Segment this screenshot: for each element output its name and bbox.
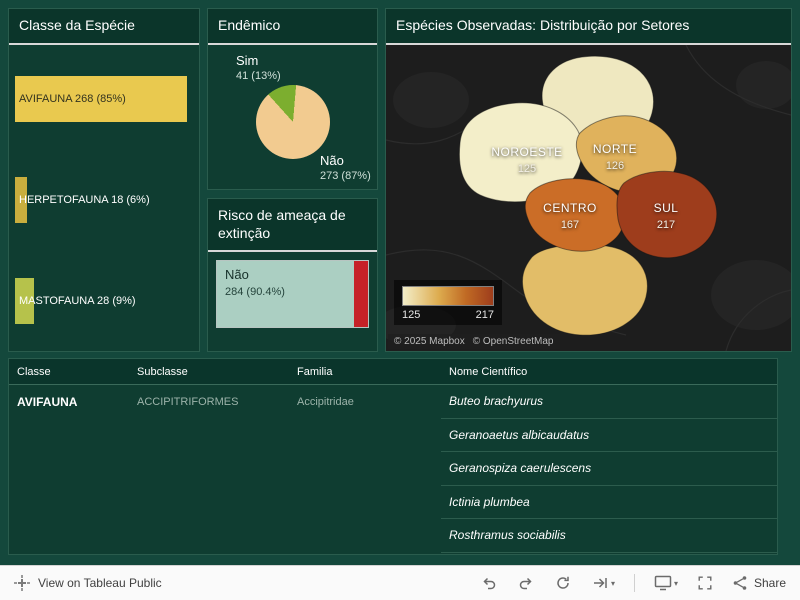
table-row[interactable]: Ictinia plumbea: [441, 486, 777, 519]
legend-gradient-bar: [402, 285, 494, 306]
tableau-logo-icon: [14, 575, 30, 591]
table-cell-familia[interactable]: Accipitridae: [297, 396, 354, 408]
mapbox-attribution-link[interactable]: © 2025 Mapbox: [394, 335, 465, 347]
redo-icon: [519, 577, 532, 590]
table-header-subclasse[interactable]: Subclasse: [137, 365, 188, 378]
table-row[interactable]: Buteo brachyurus: [441, 385, 777, 419]
map-canvas[interactable]: NOROESTE 125 NORTE 126 CENTRO 167 SUL 21…: [386, 44, 791, 351]
bar-row-herpetofauna: HERPETOFAUNA 18 (6%): [15, 150, 193, 251]
endemico-panel: Endêmico Sim 41 (13%) Não 273 (87%): [207, 8, 378, 190]
bar-row-mastofauna: MASTOFAUNA 28 (9%): [15, 251, 193, 352]
reset-button[interactable]: [554, 574, 572, 592]
undo-icon: [483, 577, 496, 590]
species-table: Classe Subclasse Familia Nome Científico…: [8, 358, 778, 555]
risk-nao-value: 284 (90.4%): [225, 286, 285, 298]
pie-label-sim: Sim 41 (13%): [236, 52, 281, 82]
legend-min: 125: [402, 308, 421, 321]
classe-panel: Classe da Espécie AVIFAUNA 268 (85%) HER…: [8, 8, 200, 352]
view-on-tableau-link[interactable]: View on Tableau Public: [14, 575, 162, 591]
table-header-row: Classe Subclasse Familia Nome Científico: [9, 359, 777, 385]
map-region-sul[interactable]: [616, 170, 718, 258]
risk-nao-label: Não: [225, 267, 249, 282]
map-terrain-patch: [393, 71, 469, 128]
map-region-centro[interactable]: [524, 177, 626, 252]
risk-stacked-bar: Não 284 (90.4%): [216, 260, 369, 328]
pie-label-nao: Não 273 (87%): [320, 152, 371, 182]
risk-segment-other[interactable]: [353, 261, 368, 327]
redo-button[interactable]: [517, 574, 535, 592]
bar-row-avifauna: AVIFAUNA 268 (85%): [15, 49, 193, 150]
share-button[interactable]: Share: [732, 575, 786, 591]
bar-mastofauna[interactable]: [15, 278, 34, 324]
forward-button[interactable]: ▾: [591, 574, 615, 592]
replay-icon: [557, 576, 569, 589]
map-panel-title: Espécies Observadas: Distribuição por Se…: [386, 9, 791, 45]
fullscreen-button[interactable]: [697, 575, 713, 591]
monitor-icon: [654, 575, 672, 591]
share-label: Share: [753, 576, 786, 590]
fullscreen-icon: [698, 576, 712, 590]
toolbar-actions: ▾ ▾ Share: [480, 574, 786, 592]
endemico-pie-chart: Sim 41 (13%) Não 273 (87%): [208, 45, 377, 188]
share-icon: [733, 576, 747, 590]
dashboard: Classe da Espécie AVIFAUNA 268 (85%) HER…: [8, 8, 792, 555]
caret-down-icon: ▾: [673, 578, 678, 588]
risco-panel: Risco de ameaça de extinção Não 284 (90.…: [207, 198, 378, 352]
table-row[interactable]: Geranoaetus albicaudatus: [441, 419, 777, 452]
map-panel: Espécies Observadas: Distribuição por Se…: [385, 8, 792, 352]
map-color-legend: 125 217: [394, 279, 502, 325]
map-region-south-area[interactable]: [521, 243, 648, 336]
endemico-pie[interactable]: [256, 84, 330, 159]
caret-down-icon: ▾: [610, 578, 615, 588]
view-on-tableau-label: View on Tableau Public: [38, 576, 162, 590]
table-header-nome-cientifico[interactable]: Nome Científico: [449, 365, 528, 378]
risco-panel-title: Risco de ameaça de extinção: [208, 199, 377, 252]
classe-bar-chart: AVIFAUNA 268 (85%) HERPETOFAUNA 18 (6%) …: [9, 45, 199, 350]
map-road: [725, 288, 791, 351]
skip-forward-icon: [593, 578, 607, 588]
map-terrain-patch: [736, 60, 791, 109]
table-body: AVIFAUNA ACCIPITRIFORMES Accipitridae Bu…: [9, 385, 777, 554]
table-cell-subclasse[interactable]: ACCIPITRIFORMES: [137, 396, 239, 408]
device-layout-button[interactable]: ▾: [654, 575, 678, 591]
table-header-familia[interactable]: Familia: [297, 365, 333, 378]
undo-button[interactable]: [480, 574, 498, 592]
osm-attribution-link[interactable]: © OpenStreetMap: [472, 335, 554, 347]
risco-bar-chart: Não 284 (90.4%): [208, 252, 377, 336]
species-column: Buteo brachyurus Geranoaetus albicaudatu…: [441, 385, 777, 554]
bar-label-herpetofauna: HERPETOFAUNA 18 (6%): [19, 194, 150, 206]
legend-max: 217: [475, 308, 494, 321]
map-road: [685, 44, 791, 116]
toolbar-divider: [633, 574, 635, 592]
bar-avifauna[interactable]: [15, 76, 187, 122]
table-row[interactable]: Geranospiza caerulescens: [441, 452, 777, 486]
table-row[interactable]: Rosthramus sociabilis: [441, 519, 777, 553]
bar-herpetofauna[interactable]: [15, 177, 27, 223]
table-header-classe[interactable]: Classe: [17, 365, 51, 378]
endemico-panel-title: Endêmico: [208, 9, 377, 45]
tableau-toolbar: View on Tableau Public ▾: [0, 565, 800, 600]
bar-label-mastofauna: MASTOFAUNA 28 (9%): [19, 295, 136, 307]
risk-segment-nao[interactable]: Não 284 (90.4%): [217, 261, 354, 327]
map-terrain-patch: [711, 259, 791, 330]
bar-label-avifauna: AVIFAUNA 268 (85%): [19, 93, 126, 105]
table-cell-classe[interactable]: AVIFAUNA: [17, 395, 78, 409]
classe-panel-title: Classe da Espécie: [9, 9, 199, 45]
map-attribution: © 2025 Mapbox © OpenStreetMap: [388, 333, 560, 349]
